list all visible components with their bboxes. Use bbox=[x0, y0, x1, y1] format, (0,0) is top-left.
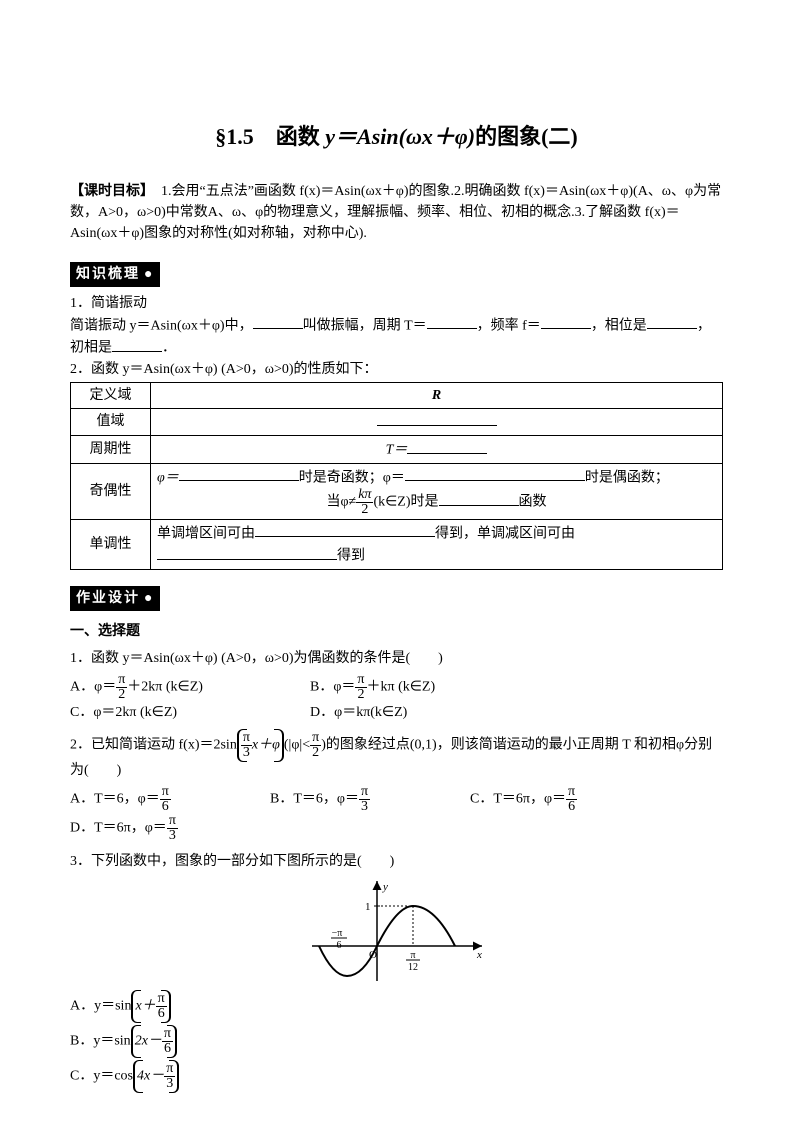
blank-T[interactable] bbox=[407, 438, 487, 453]
q3-stem: 3．下列函数中，图象的一部分如下图所示的是( ) bbox=[70, 851, 723, 872]
k1-text4: ，相位是 bbox=[591, 318, 647, 333]
k1-text: 简谐振动 y＝Asin(ωx＋φ)中， bbox=[70, 318, 253, 333]
q3-optC[interactable]: C．y＝cos4x－π3 bbox=[70, 1062, 723, 1091]
k1-text6: ． bbox=[162, 341, 176, 356]
blank-initphase[interactable] bbox=[112, 336, 162, 351]
cell-period-value: T＝ bbox=[151, 436, 723, 463]
parity-end: 时是偶函数； bbox=[585, 470, 669, 485]
section-tag-knowledge: 知识梳理 bbox=[70, 262, 160, 287]
cell-T: T＝ bbox=[386, 443, 408, 458]
goals-body: 1.会用“五点法”画函数 f(x)＝Asin(ωx＋φ)的图象.2.明确函数 f… bbox=[70, 184, 721, 241]
label-x: x bbox=[476, 949, 482, 961]
phi-eq: φ＝ bbox=[157, 470, 179, 485]
svg-text:12: 12 bbox=[408, 962, 418, 973]
blank-even[interactable] bbox=[405, 466, 585, 481]
course-goals: 【课时目标】 1.会用“五点法”画函数 f(x)＝Asin(ωx＋φ)的图象.2… bbox=[70, 181, 723, 244]
cell-mono-label: 单调性 bbox=[71, 519, 151, 569]
parity2-pre: 当φ≠ bbox=[326, 495, 356, 510]
k1-body: 简谐振动 y＝Asin(ωx＋φ)中，叫做振幅，周期 T＝，频率 f＝，相位是，… bbox=[70, 314, 723, 359]
label-1: 1 bbox=[365, 901, 371, 913]
parity2-mid: (k∈Z)时是 bbox=[373, 495, 438, 510]
q3-figure: O x y 1 −π 6 π 12 bbox=[307, 876, 487, 986]
parity-mid: 时是奇函数；φ＝ bbox=[299, 470, 405, 485]
cell-parity-label: 奇偶性 bbox=[71, 463, 151, 519]
q1-stem: 1．函数 y＝Asin(ωx＋φ) (A>0，ω>0)为偶函数的条件是( ) bbox=[70, 648, 723, 669]
q2-optD[interactable]: D．T＝6π，φ＝π3 bbox=[70, 814, 230, 843]
mono-a: 单调增区间可由 bbox=[157, 526, 255, 541]
k1-text3: ，频率 f＝ bbox=[477, 318, 541, 333]
svg-text:−π: −π bbox=[331, 928, 342, 939]
k1-text2: 叫做振幅，周期 T＝ bbox=[303, 318, 427, 333]
label-O: O bbox=[369, 949, 377, 961]
blank-period[interactable] bbox=[427, 314, 477, 329]
mono-c: 得到 bbox=[337, 549, 365, 564]
page-title: §1.5 函数 y＝Asin(ωx＋φ)的图象(二) bbox=[70, 120, 723, 153]
q3-optA[interactable]: A．y＝sinx＋π6 bbox=[70, 992, 723, 1021]
table-row: 值域 bbox=[71, 408, 723, 435]
mono-b: 得到，单调减区间可由 bbox=[435, 526, 575, 541]
table-row: 奇偶性 φ＝ 时是奇函数；φ＝ 时是偶函数； 当φ≠kπ2(k∈Z)时是 函数 bbox=[71, 463, 723, 519]
table-row: 定义域 R bbox=[71, 382, 723, 408]
cell-R: R bbox=[432, 388, 441, 403]
k2: 2．函数 y＝Asin(ωx＋φ) (A>0，ω>0)的性质如下： bbox=[70, 359, 723, 380]
sec1-head: 一、选择题 bbox=[70, 621, 723, 642]
cell-range-label: 值域 bbox=[71, 408, 151, 435]
blank-neither[interactable] bbox=[439, 490, 519, 505]
blank-freq[interactable] bbox=[541, 314, 591, 329]
blank-amplitude[interactable] bbox=[253, 314, 303, 329]
label-neg-pi6: −π 6 bbox=[331, 928, 347, 951]
blank-odd[interactable] bbox=[179, 466, 299, 481]
svg-text:π: π bbox=[410, 950, 415, 961]
blank-phase[interactable] bbox=[647, 314, 697, 329]
q2-optB[interactable]: B．T＝6，φ＝π3 bbox=[270, 785, 430, 814]
title-prefix: §1.5 函数 bbox=[215, 124, 325, 149]
q1-optA[interactable]: A．φ＝π2＋2kπ (k∈Z) bbox=[70, 673, 270, 702]
parity2-suf: 函数 bbox=[519, 495, 547, 510]
frac-kpi2: kπ2 bbox=[356, 488, 373, 517]
title-formula: y＝Asin(ωx＋φ) bbox=[325, 124, 475, 149]
q1-optC[interactable]: C．φ＝2kπ (k∈Z) bbox=[70, 702, 270, 723]
q3-optB[interactable]: B．y＝sin2x－π6 bbox=[70, 1027, 723, 1056]
blank-inc[interactable] bbox=[255, 522, 435, 537]
label-pi12: π 12 bbox=[406, 950, 420, 973]
goals-label: 【课时目标】 bbox=[70, 184, 161, 199]
cell-period-label: 周期性 bbox=[71, 436, 151, 463]
cell-domain-label: 定义域 bbox=[71, 382, 151, 408]
cell-mono-value: 单调增区间可由 得到，单调减区间可由得到 bbox=[151, 519, 723, 569]
table-row: 单调性 单调增区间可由 得到，单调减区间可由得到 bbox=[71, 519, 723, 569]
cell-parity-value: φ＝ 时是奇函数；φ＝ 时是偶函数； 当φ≠kπ2(k∈Z)时是 函数 bbox=[151, 463, 723, 519]
svg-text:6: 6 bbox=[336, 940, 341, 951]
q1-optD[interactable]: D．φ＝kπ(k∈Z) bbox=[310, 702, 510, 723]
q1-optB[interactable]: B．φ＝π2＋kπ (k∈Z) bbox=[310, 673, 510, 702]
q2-optA[interactable]: A．T＝6，φ＝π6 bbox=[70, 785, 230, 814]
blank-dec[interactable] bbox=[157, 544, 337, 559]
title-suffix: 的图象(二) bbox=[475, 124, 578, 149]
k1-title: 1．简谐振动 bbox=[70, 293, 723, 314]
properties-table: 定义域 R 值域 周期性 T＝ 奇偶性 φ＝ 时是奇函数；φ＝ 时是偶函数； 当φ≠… bbox=[70, 382, 723, 570]
section-tag-work: 作业设计 bbox=[70, 586, 160, 611]
q2-optC[interactable]: C．T＝6π，φ＝π6 bbox=[470, 785, 630, 814]
q2-options: A．T＝6，φ＝π6 B．T＝6，φ＝π3 C．T＝6π，φ＝π6 D．T＝6π… bbox=[70, 785, 723, 843]
label-y: y bbox=[382, 881, 388, 893]
cell-range-value[interactable] bbox=[151, 408, 723, 435]
cell-domain-value: R bbox=[151, 382, 723, 408]
table-row: 周期性 T＝ bbox=[71, 436, 723, 463]
q1-options: A．φ＝π2＋2kπ (k∈Z) B．φ＝π2＋kπ (k∈Z) C．φ＝2kπ… bbox=[70, 673, 723, 723]
q2-stem: 2．已知简谐运动 f(x)＝2sinπ3x＋φ(|φ|<π2)的图象经过点(0,… bbox=[70, 731, 723, 781]
